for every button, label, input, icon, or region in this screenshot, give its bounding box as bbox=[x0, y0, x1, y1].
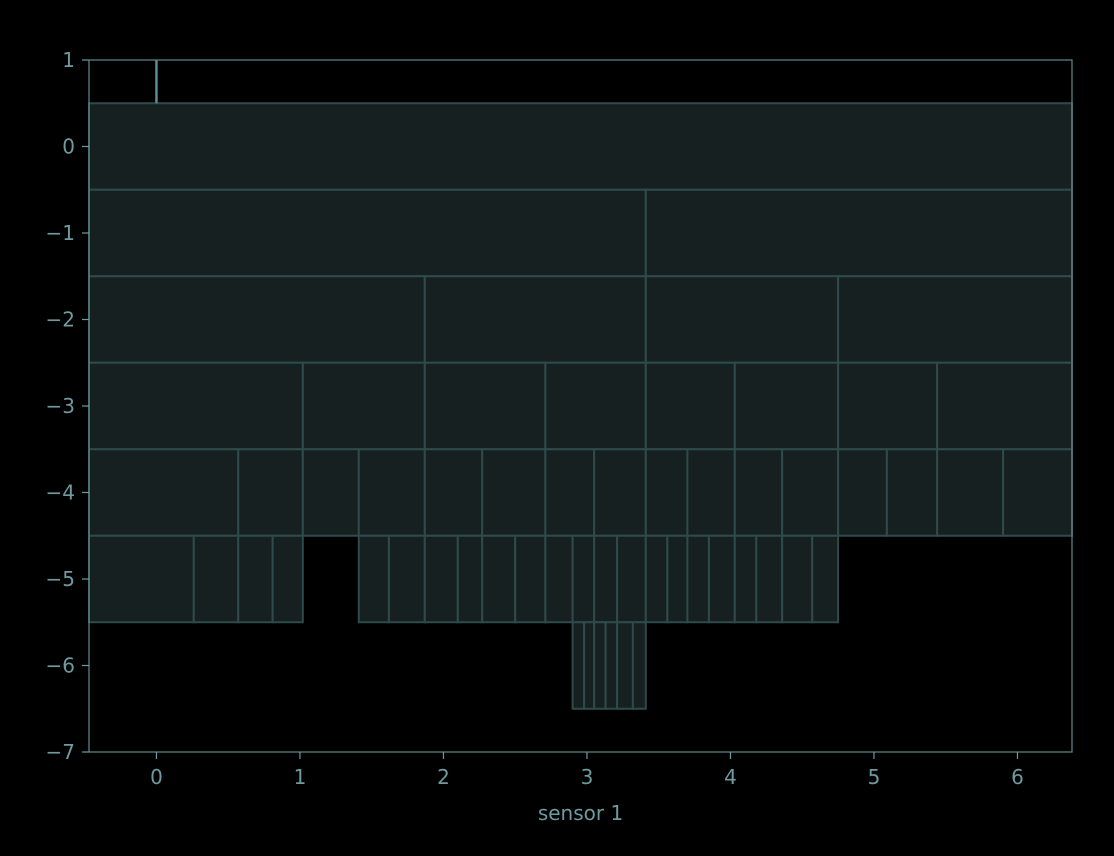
y-axis-ticks: 1 0 −1 −2 −3 −4 −5 −6 −7 bbox=[46, 48, 89, 764]
icicle-cell bbox=[593, 448, 647, 537]
icicle-cell bbox=[301, 448, 360, 537]
icicle-cell bbox=[423, 448, 484, 537]
icicle-cell bbox=[544, 361, 647, 451]
icicle-cell bbox=[781, 448, 840, 537]
y-tick-label: 0 bbox=[62, 135, 75, 159]
icicle-cell bbox=[885, 448, 939, 537]
icicle-cell bbox=[936, 361, 1073, 451]
icicle-cell bbox=[837, 361, 939, 451]
y-tick-label: −2 bbox=[46, 308, 75, 332]
y-tick-label: −1 bbox=[46, 221, 75, 245]
icicle-cell bbox=[88, 448, 240, 537]
icicle-cell bbox=[271, 534, 304, 624]
x-tick-label: 3 bbox=[581, 765, 594, 789]
icicle-cell bbox=[514, 534, 547, 624]
icicle-cell bbox=[686, 448, 736, 537]
y-tick-label: −4 bbox=[46, 481, 75, 505]
x-axis-label: sensor 1 bbox=[538, 801, 623, 825]
icicle-cell bbox=[88, 275, 426, 364]
icicle-cell bbox=[481, 534, 517, 624]
icicle-cell bbox=[301, 361, 426, 451]
icicle-cell bbox=[357, 534, 390, 624]
icicle-cell bbox=[644, 361, 736, 451]
icicle-cell bbox=[733, 448, 784, 537]
icicle-cell bbox=[583, 621, 596, 710]
icicle-cell bbox=[837, 448, 888, 537]
icicle-cell bbox=[593, 534, 619, 624]
x-tick-label: 1 bbox=[294, 765, 307, 789]
icicle-cell bbox=[571, 621, 586, 710]
icicle-cell bbox=[544, 448, 596, 537]
icicle-cell bbox=[456, 534, 484, 624]
icicle-cell bbox=[707, 534, 736, 624]
x-tick-label: 0 bbox=[150, 765, 163, 789]
icicle-cell bbox=[733, 361, 840, 451]
icicle-cell bbox=[357, 448, 426, 537]
icicle-cell bbox=[481, 448, 547, 537]
icicle-cell bbox=[781, 534, 814, 624]
icicle-cell bbox=[686, 534, 710, 624]
icicle-cell bbox=[544, 534, 574, 624]
x-tick-label: 5 bbox=[868, 765, 881, 789]
x-axis-ticks: 0 1 2 3 4 5 6 bbox=[150, 752, 1024, 789]
icicle-cell bbox=[616, 621, 634, 710]
x-tick-label: 4 bbox=[724, 765, 737, 789]
icicle-cell bbox=[237, 448, 304, 537]
icicle-cell bbox=[631, 621, 647, 710]
icicle-cell bbox=[571, 534, 596, 624]
y-tick-label: −7 bbox=[46, 740, 75, 764]
icicle-cell bbox=[616, 534, 647, 624]
icicle-cell bbox=[644, 534, 669, 624]
icicle-cell bbox=[604, 621, 619, 710]
y-tick-label: −3 bbox=[46, 394, 75, 418]
icicle-cell bbox=[811, 534, 840, 624]
icicle-cell bbox=[192, 534, 240, 624]
y-tick-label: −5 bbox=[46, 567, 75, 591]
icicle-cell bbox=[88, 361, 304, 451]
icicle-cell bbox=[755, 534, 784, 624]
icicle-cell bbox=[88, 188, 647, 278]
icicle-cell bbox=[666, 534, 689, 624]
icicle-cell bbox=[733, 534, 758, 624]
icicle-cell bbox=[387, 534, 426, 624]
cells-layer bbox=[88, 102, 1074, 710]
icicle-cell bbox=[88, 534, 195, 624]
x-tick-label: 2 bbox=[437, 765, 450, 789]
icicle-cell bbox=[423, 361, 547, 451]
y-tick-label: −6 bbox=[46, 654, 75, 678]
icicle-cell bbox=[423, 275, 647, 364]
icicle-cell bbox=[644, 448, 689, 537]
icicle-cell bbox=[644, 275, 840, 364]
icicle-cell bbox=[936, 448, 1005, 537]
icicle-cell bbox=[1002, 448, 1073, 537]
icicle-cell bbox=[644, 188, 1074, 278]
icicle-cell bbox=[88, 102, 1073, 191]
icicle-cell bbox=[423, 534, 459, 624]
x-tick-label: 6 bbox=[1011, 765, 1024, 789]
y-tick-label: 1 bbox=[62, 48, 75, 72]
icicle-cell bbox=[593, 621, 607, 710]
icicle-cell bbox=[237, 534, 274, 624]
icicle-cell bbox=[837, 275, 1073, 364]
